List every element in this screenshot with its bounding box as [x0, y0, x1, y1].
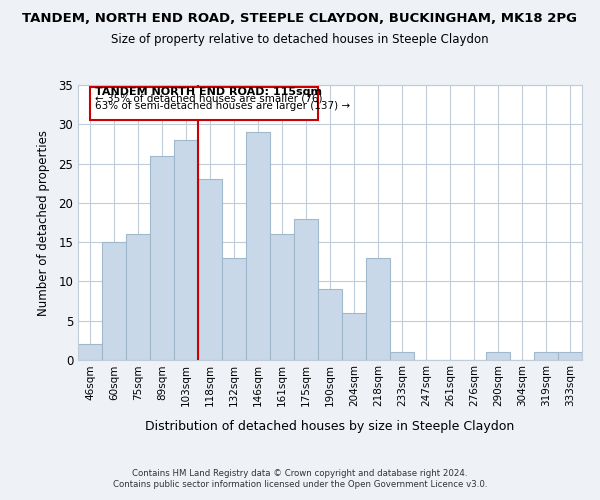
Bar: [390, 352, 414, 360]
Bar: [366, 258, 390, 360]
Bar: [558, 352, 582, 360]
Text: Contains HM Land Registry data © Crown copyright and database right 2024.: Contains HM Land Registry data © Crown c…: [132, 468, 468, 477]
Bar: [270, 234, 294, 360]
Bar: [78, 344, 102, 360]
Bar: [222, 258, 246, 360]
Text: 63% of semi-detached houses are larger (137) →: 63% of semi-detached houses are larger (…: [95, 100, 350, 110]
Bar: [150, 156, 174, 360]
Bar: [342, 313, 366, 360]
Text: TANDEM, NORTH END ROAD, STEEPLE CLAYDON, BUCKINGHAM, MK18 2PG: TANDEM, NORTH END ROAD, STEEPLE CLAYDON,…: [23, 12, 577, 26]
Bar: [486, 352, 510, 360]
Bar: [294, 218, 318, 360]
X-axis label: Distribution of detached houses by size in Steeple Claydon: Distribution of detached houses by size …: [145, 420, 515, 433]
Text: TANDEM NORTH END ROAD: 115sqm: TANDEM NORTH END ROAD: 115sqm: [95, 86, 322, 97]
Bar: [174, 140, 198, 360]
Bar: [318, 290, 342, 360]
Bar: [246, 132, 270, 360]
Bar: [198, 180, 222, 360]
Bar: [102, 242, 126, 360]
Bar: [126, 234, 150, 360]
Text: Size of property relative to detached houses in Steeple Claydon: Size of property relative to detached ho…: [111, 32, 489, 46]
Text: Contains public sector information licensed under the Open Government Licence v3: Contains public sector information licen…: [113, 480, 487, 489]
Bar: [534, 352, 558, 360]
Y-axis label: Number of detached properties: Number of detached properties: [37, 130, 50, 316]
FancyBboxPatch shape: [90, 86, 318, 120]
Text: ← 35% of detached houses are smaller (76): ← 35% of detached houses are smaller (76…: [95, 94, 322, 104]
